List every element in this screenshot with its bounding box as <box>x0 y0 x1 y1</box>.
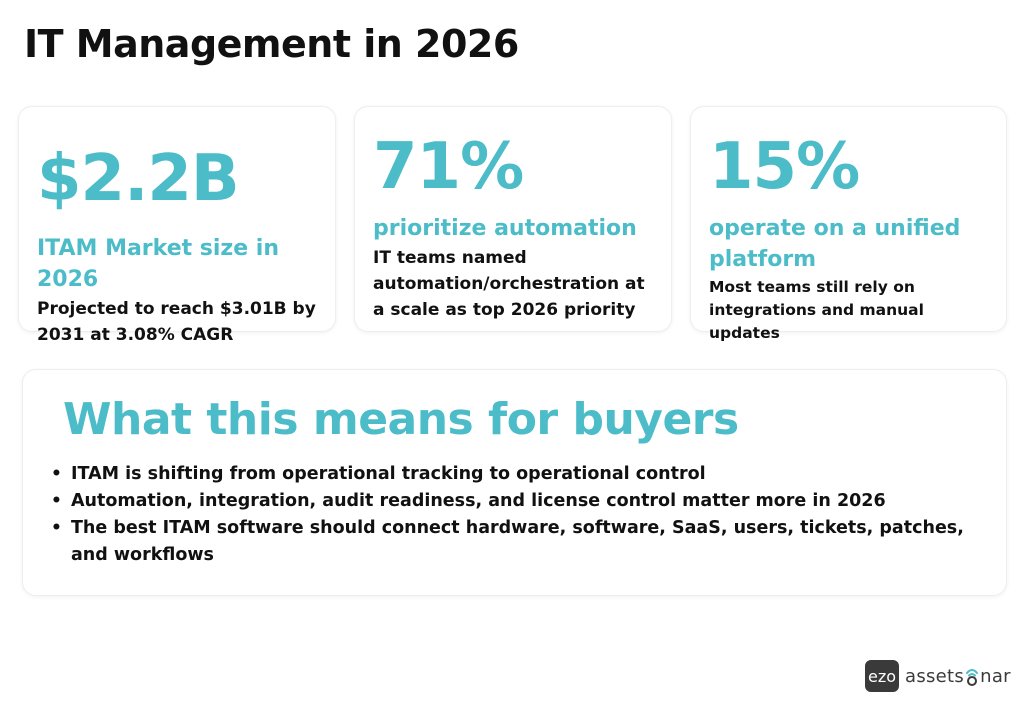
stat-label: ITAM Market size in 2026 <box>37 236 280 292</box>
stat-value: $2.2B <box>37 142 240 216</box>
stat-label: prioritize automation <box>373 216 637 241</box>
stat-card-unified-platform: 15% operate on a unified platform Most t… <box>690 106 1007 342</box>
stat-description: IT teams named automation/orchestration … <box>373 248 645 320</box>
list-item-text: Automation, integration, audit readiness… <box>71 491 886 511</box>
sonar-icon <box>966 669 979 686</box>
buyers-list: • ITAM is shifting from operational trac… <box>51 461 1001 569</box>
stat-description: Most teams still rely on integrations an… <box>709 278 924 342</box>
stat-card-automation: 71% prioritize automation IT teams named… <box>354 106 672 332</box>
bullet: • <box>51 518 62 538</box>
brand-wordmark: assets nar <box>905 665 1011 687</box>
bullet: • <box>51 464 62 484</box>
stat-value: 15% <box>709 130 860 204</box>
list-item: • The best ITAM software should connect … <box>51 515 1001 569</box>
stat-card-market-size: $2.2B ITAM Market size in 2026 Projected… <box>18 106 336 345</box>
ezo-badge: ezo <box>865 660 899 692</box>
stat-description: Projected to reach $3.01B by 2031 at 3.0… <box>37 299 316 345</box>
list-item: • Automation, integration, audit readine… <box>51 488 1001 515</box>
page-title: IT Management in 2026 <box>24 22 519 66</box>
list-item: • ITAM is shifting from operational trac… <box>51 461 1001 488</box>
list-item-text: The best ITAM software should connect ha… <box>71 518 964 565</box>
brand-word-end: nar <box>980 665 1011 687</box>
brand-word-start: assets <box>905 665 965 687</box>
brand-logo: ezo assets nar <box>865 660 1011 692</box>
buyers-heading: What this means for buyers <box>63 394 739 445</box>
buyers-panel: What this means for buyers • ITAM is shi… <box>22 369 1007 596</box>
stat-label: operate on a unified platform <box>709 216 961 272</box>
stat-value: 71% <box>373 130 524 204</box>
bullet: • <box>51 491 62 511</box>
list-item-text: ITAM is shifting from operational tracki… <box>71 464 706 484</box>
